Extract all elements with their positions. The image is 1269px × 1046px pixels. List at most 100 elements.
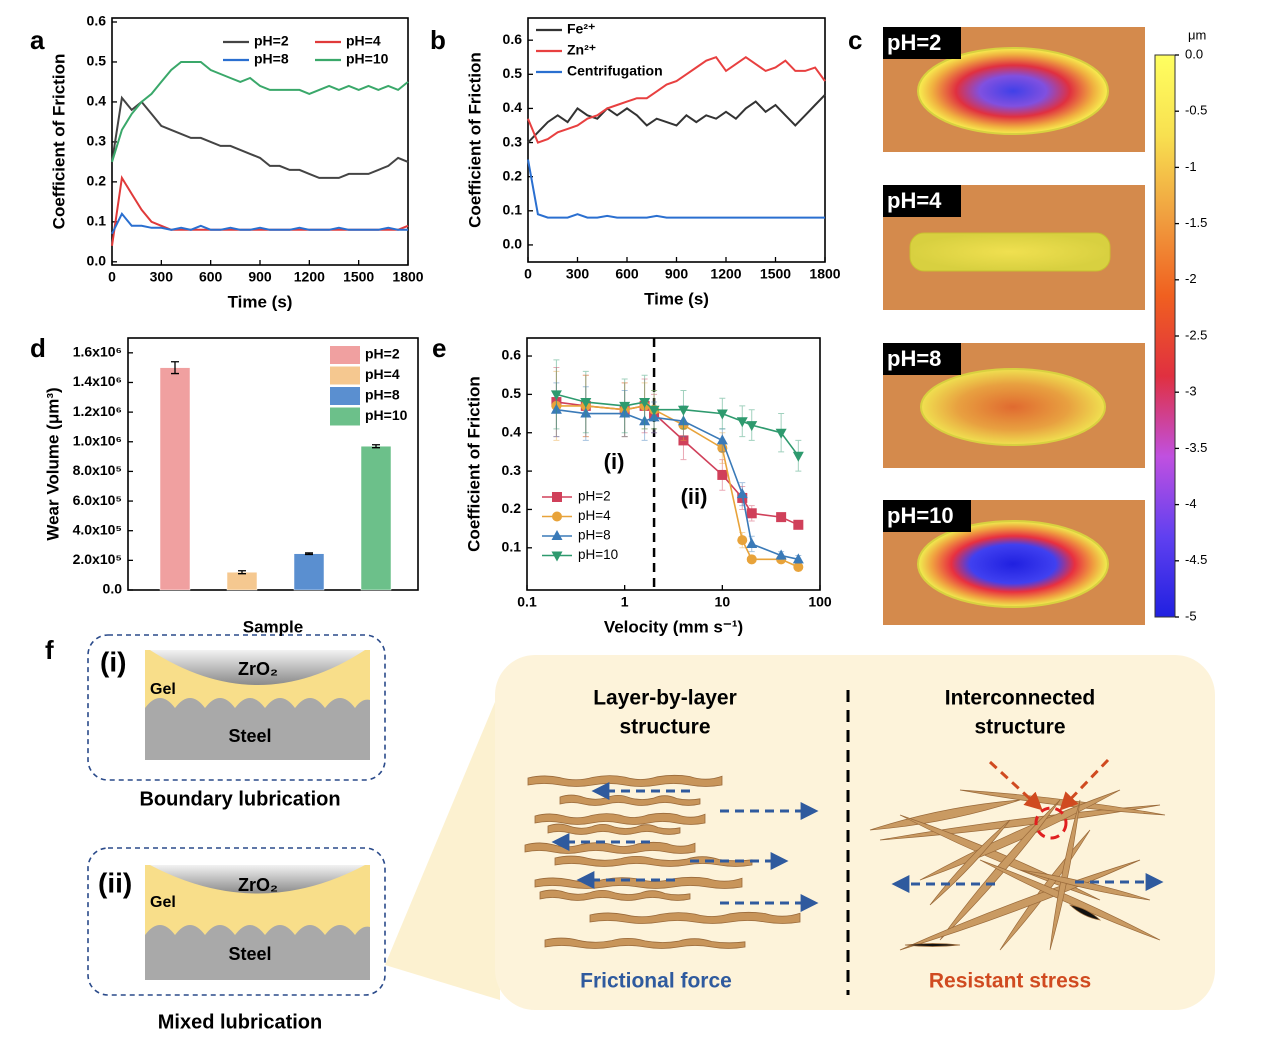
marker [736, 488, 748, 499]
marker [678, 435, 689, 446]
panel-label: c [848, 25, 862, 55]
image-label: pH=2 [887, 30, 941, 55]
x-tick-label: 900 [248, 269, 272, 285]
legend-label: pH=8 [254, 51, 289, 67]
wear-scar [917, 520, 1109, 608]
y-tick-label: 0.0 [103, 581, 123, 597]
fiber [879, 804, 1161, 841]
x-axis-title: Sample [243, 617, 303, 636]
y-tick-label: 0.2 [502, 500, 522, 516]
colorbar-tick-label: -0.5 [1185, 103, 1207, 118]
base-label: Steel [228, 726, 271, 746]
y-tick-label: 6.0x10⁵ [73, 492, 122, 508]
marker [580, 398, 592, 409]
ball-label: ZrO₂ [238, 875, 278, 895]
y-tick-label: 0.6 [503, 31, 523, 47]
plot-frame [127, 337, 419, 591]
colorbar-unit: μm [1188, 27, 1206, 42]
marker [551, 551, 563, 562]
x-tick-label: 1800 [809, 266, 840, 282]
gel-label: Gel [150, 681, 176, 698]
ball-label: ZrO₂ [238, 659, 278, 679]
x-tick-label: 600 [199, 269, 223, 285]
legend-label: Fe²⁺ [567, 21, 595, 37]
legend-swatch [330, 387, 360, 405]
y-tick-label: 0.3 [503, 133, 523, 149]
marker [736, 417, 748, 428]
marker [792, 553, 804, 564]
y-tick-label: 0.6 [502, 347, 522, 363]
image-label-bg [883, 343, 961, 375]
x-axis-title: Velocity (mm s⁻¹) [604, 617, 743, 636]
structure-caption: Frictional force [580, 970, 732, 993]
structure-title: structure [619, 716, 710, 739]
wear-scar [920, 368, 1106, 446]
box [87, 847, 386, 996]
structure-caption: Resistant stress [929, 970, 1091, 993]
y-axis-title: Wear Volume (μm³) [43, 387, 62, 540]
legend-label: pH=2 [365, 346, 400, 362]
y-tick-label: 0.6 [87, 13, 107, 29]
wear-scar [917, 47, 1109, 135]
legend-swatch [330, 407, 360, 426]
x-tick-label: 1 [621, 594, 629, 610]
x-tick-label: 1500 [760, 266, 791, 282]
gel-label: Gel [150, 894, 176, 911]
x-tick-label: 0 [524, 266, 532, 282]
marker [580, 407, 592, 418]
series-line [111, 61, 409, 163]
series-line [527, 159, 825, 219]
y-tick-label: 2.0x10⁵ [73, 551, 122, 567]
image-label-bg [883, 185, 961, 217]
image-label: pH=10 [887, 503, 954, 528]
bar [226, 571, 258, 591]
wear-scar [909, 232, 1111, 272]
box [87, 634, 386, 781]
legend-label: pH=8 [578, 528, 611, 543]
marker [550, 403, 562, 414]
y-tick-label: 8.0x10⁵ [73, 462, 122, 478]
y-tick-label: 0.2 [87, 173, 107, 189]
marker [648, 411, 660, 422]
fiber [904, 943, 961, 947]
x-tick-label: 100 [808, 594, 832, 610]
y-tick-label: 1.2x10⁶ [73, 403, 122, 419]
box-label: (i) [100, 646, 126, 677]
arrows [551, 758, 1164, 912]
marker [716, 434, 728, 445]
series-line [527, 55, 826, 144]
y-tick-label: 0.5 [503, 65, 523, 81]
marker [792, 451, 804, 462]
colorbar-tick-label: -5 [1185, 608, 1197, 623]
image-label-bg [883, 27, 961, 59]
marker [746, 508, 757, 519]
legend-label: pH=8 [365, 387, 400, 403]
ball [150, 865, 365, 894]
image-label: pH=4 [887, 188, 942, 213]
y-tick-label: 0.1 [502, 539, 522, 555]
arrow [1059, 758, 1110, 811]
annotation: (ii) [681, 484, 708, 509]
fiber [979, 859, 1161, 941]
colorbar-tick-label: 0.0 [1185, 46, 1203, 61]
box-label: (ii) [98, 867, 132, 898]
marker [775, 428, 787, 439]
colorbar-tick-label: -1 [1185, 159, 1197, 174]
legend-swatch [330, 366, 360, 385]
series-line [527, 94, 826, 144]
fiber [547, 823, 681, 835]
x-tick-label: 1200 [710, 266, 741, 282]
highlight [1034, 806, 1068, 840]
fiber [1068, 904, 1102, 921]
colorbar-tick-label: -1.5 [1185, 215, 1207, 230]
marker [793, 561, 804, 572]
ball [150, 650, 365, 685]
marker [776, 512, 787, 523]
colorbar-tick-label: -4.5 [1185, 552, 1207, 567]
colorbar-tick-label: -3.5 [1185, 440, 1207, 455]
marker [746, 554, 757, 565]
colorbar [1154, 54, 1176, 618]
error-bar [171, 361, 179, 375]
x-tick-label: 600 [615, 266, 639, 282]
